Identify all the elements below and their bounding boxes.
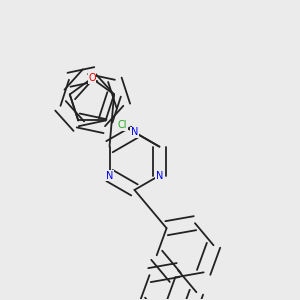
Text: N: N: [131, 127, 138, 137]
Text: N: N: [156, 170, 163, 181]
Text: Cl: Cl: [118, 120, 128, 130]
Text: N: N: [106, 170, 113, 181]
Text: O: O: [88, 73, 96, 83]
